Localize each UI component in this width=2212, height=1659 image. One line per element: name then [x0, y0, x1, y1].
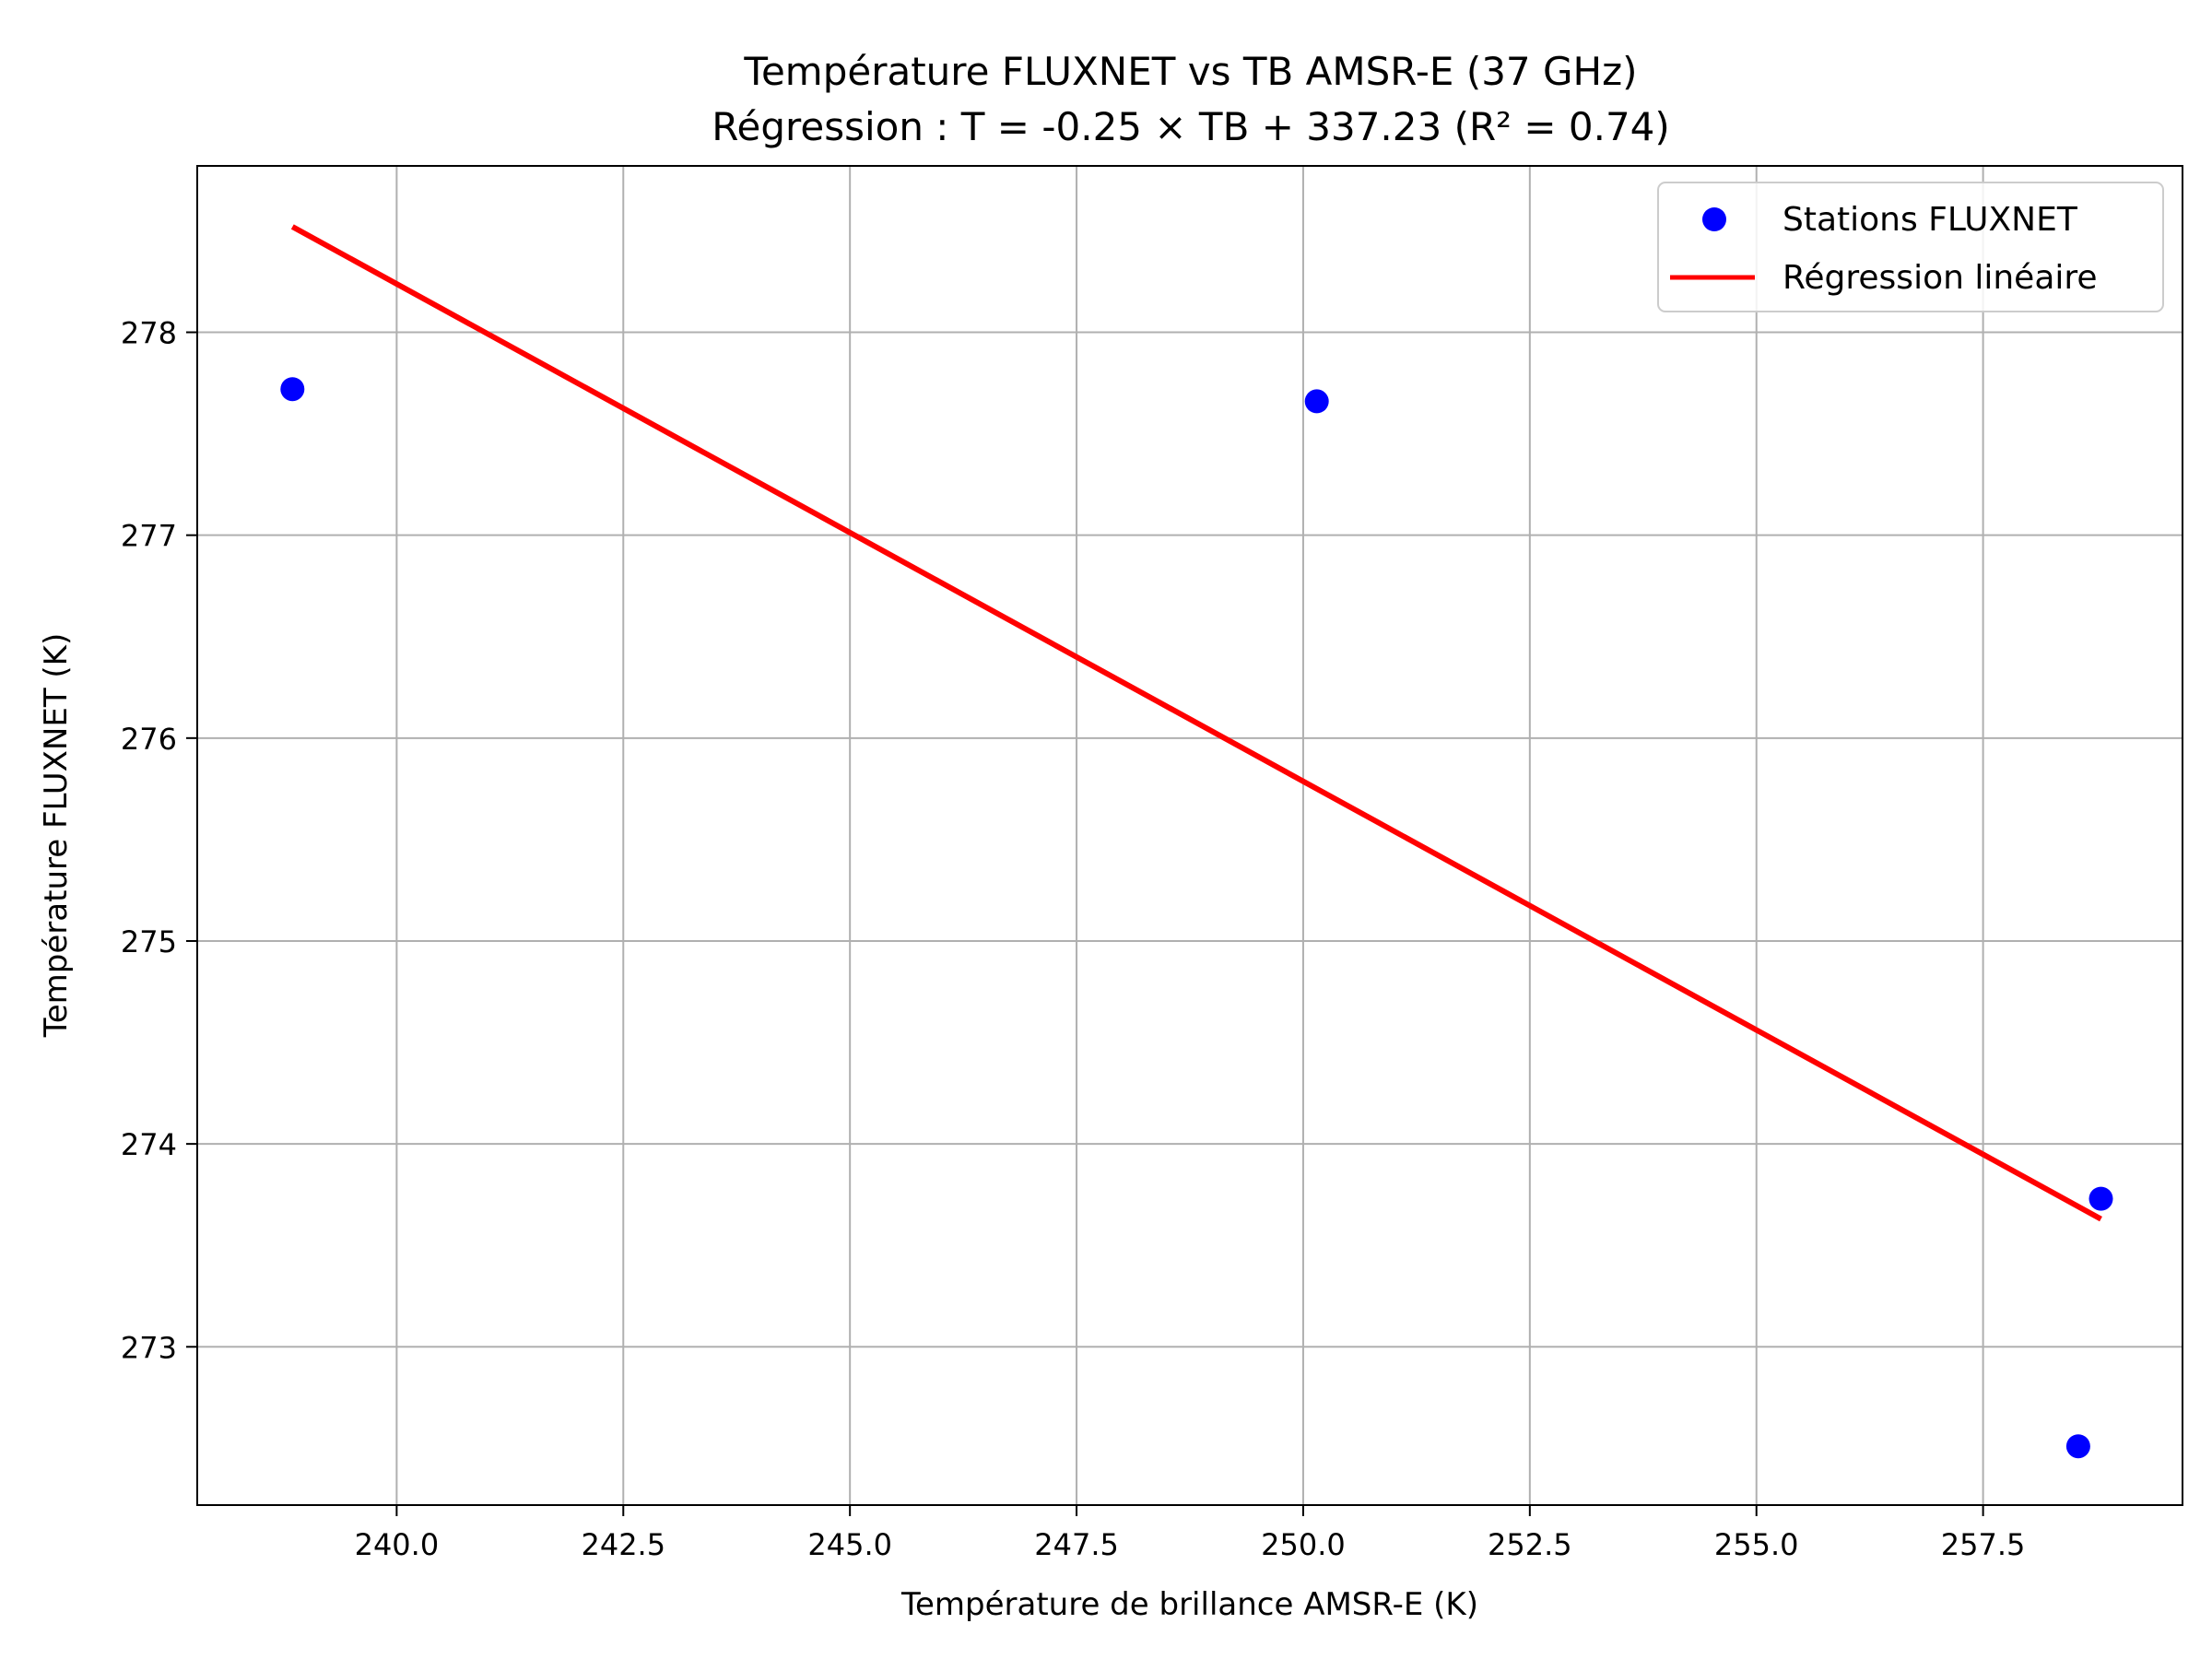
y-axis-label: Température FLUXNET (K) [38, 633, 75, 1038]
x-tick-label: 240.0 [355, 1527, 440, 1562]
x-tick-label: 242.5 [581, 1527, 665, 1562]
x-tick-label: 252.5 [1488, 1527, 1572, 1562]
y-tick-label: 276 [121, 722, 177, 757]
data-point-station [280, 377, 305, 402]
legend-box [1657, 182, 2164, 312]
x-tick-label: 245.0 [807, 1527, 892, 1562]
grid-lines [197, 166, 2183, 1505]
legend-marker-stations [1702, 207, 1726, 231]
data-point-station [1304, 389, 1329, 414]
x-tick-label: 257.5 [1941, 1527, 2026, 1562]
regression-line [290, 224, 2102, 1222]
y-tick-label: 278 [121, 316, 177, 351]
legend-label-regression: Régression linéaire [1783, 259, 2098, 297]
x-tick-label: 250.0 [1261, 1527, 1346, 1562]
y-tick-label: 277 [121, 519, 177, 554]
x-tick-label: 255.0 [1714, 1527, 1799, 1562]
y-tick-label: 274 [121, 1127, 177, 1162]
y-tick-label: 273 [121, 1330, 177, 1365]
axis-ticks: 240.0 242.5 245.0 247.5 250.0 252.5 255.0 257.5… [121, 316, 2025, 1562]
data-series [280, 224, 2113, 1459]
x-tick-label: 247.5 [1034, 1527, 1119, 1562]
x-axis-label: Température de brillance AMSR-E (K) [900, 1586, 1478, 1623]
chart-title: Température FLUXNET vs TB AMSR-E (37 GHz… [743, 49, 1637, 94]
legend-label-stations: Stations FLUXNET [1783, 201, 2078, 239]
data-point-station [2088, 1186, 2113, 1211]
chart-subtitle: Régression : T = -0.25 × TB + 337.23 (R²… [712, 104, 1670, 149]
y-tick-label: 275 [121, 924, 177, 959]
data-point-station [2065, 1434, 2090, 1459]
plot-area-frame [196, 165, 2183, 1506]
legend: Stations FLUXNET Régression linéaire [1657, 182, 2164, 312]
